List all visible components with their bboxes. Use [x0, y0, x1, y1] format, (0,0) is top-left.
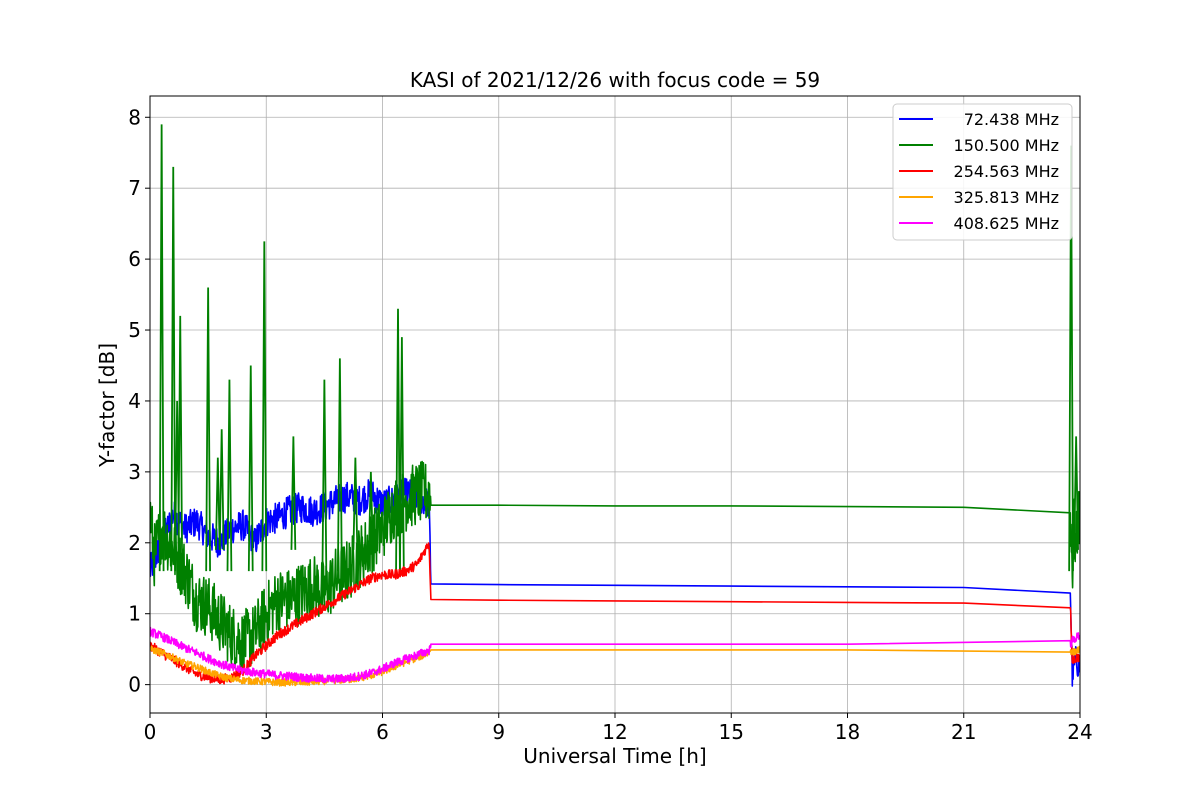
legend: 72.438 MHz 150.500 MHz 254.563 MHz 325.813 … [892, 103, 1073, 241]
series-line [150, 542, 1080, 685]
x-tick-label: 3 [260, 720, 273, 744]
series-spike [226, 379, 233, 572]
x-axis-ticks: 0 3 6 9 12 15 18 21 24 [144, 713, 1093, 744]
series-spike [337, 358, 343, 572]
y-tick-label: 2 [128, 531, 141, 555]
x-axis-label: Universal Time [h] [523, 744, 706, 768]
series-spike [261, 241, 268, 572]
x-tick-label: 9 [492, 720, 505, 744]
series-line [150, 626, 1080, 684]
series-spike [170, 166, 177, 572]
series-spike [205, 287, 211, 572]
series-spike [218, 429, 225, 550]
x-tick-label: 18 [835, 720, 860, 744]
legend-label: 408.625 MHz [954, 214, 1059, 233]
series-spike [321, 379, 328, 572]
series-spike [1073, 436, 1079, 550]
y-tick-label: 5 [128, 318, 141, 342]
series-spike [399, 337, 405, 572]
series-spike [158, 124, 165, 572]
y-tick-label: 3 [128, 460, 141, 484]
legend-label: 150.500 MHz [954, 136, 1059, 155]
series-layer [150, 124, 1080, 687]
series-spike [368, 471, 374, 550]
series-spike [247, 365, 254, 572]
legend-box [892, 103, 1073, 241]
y-axis-label: Y-factor [dB] [95, 343, 119, 468]
legend-label: 254.563 MHz [954, 162, 1059, 181]
series-spike [352, 457, 359, 550]
series-line [150, 460, 1080, 674]
x-tick-label: 6 [376, 720, 389, 744]
series-spike [395, 308, 401, 572]
legend-label: 72.438 MHz [964, 110, 1059, 129]
x-tick-label: 24 [1067, 720, 1092, 744]
legend-label: 325.813 MHz [954, 188, 1059, 207]
series-spike [214, 457, 221, 550]
y-tick-label: 7 [128, 176, 141, 200]
x-tick-label: 21 [951, 720, 976, 744]
series-spike [290, 436, 297, 550]
y-tick-label: 6 [128, 247, 141, 271]
y-axis-ticks: 0 1 2 3 4 5 6 7 8 [128, 105, 150, 697]
y-tick-label: 0 [128, 673, 141, 697]
x-tick-label: 15 [719, 720, 744, 744]
x-tick-label: 12 [602, 720, 627, 744]
chart-title: KASI of 2021/12/26 with focus code = 59 [410, 68, 820, 92]
y-tick-label: 4 [128, 389, 141, 413]
y-tick-label: 1 [128, 602, 141, 626]
y-tick-label: 8 [128, 105, 141, 129]
series-spike [174, 400, 180, 550]
x-tick-label: 0 [144, 720, 157, 744]
